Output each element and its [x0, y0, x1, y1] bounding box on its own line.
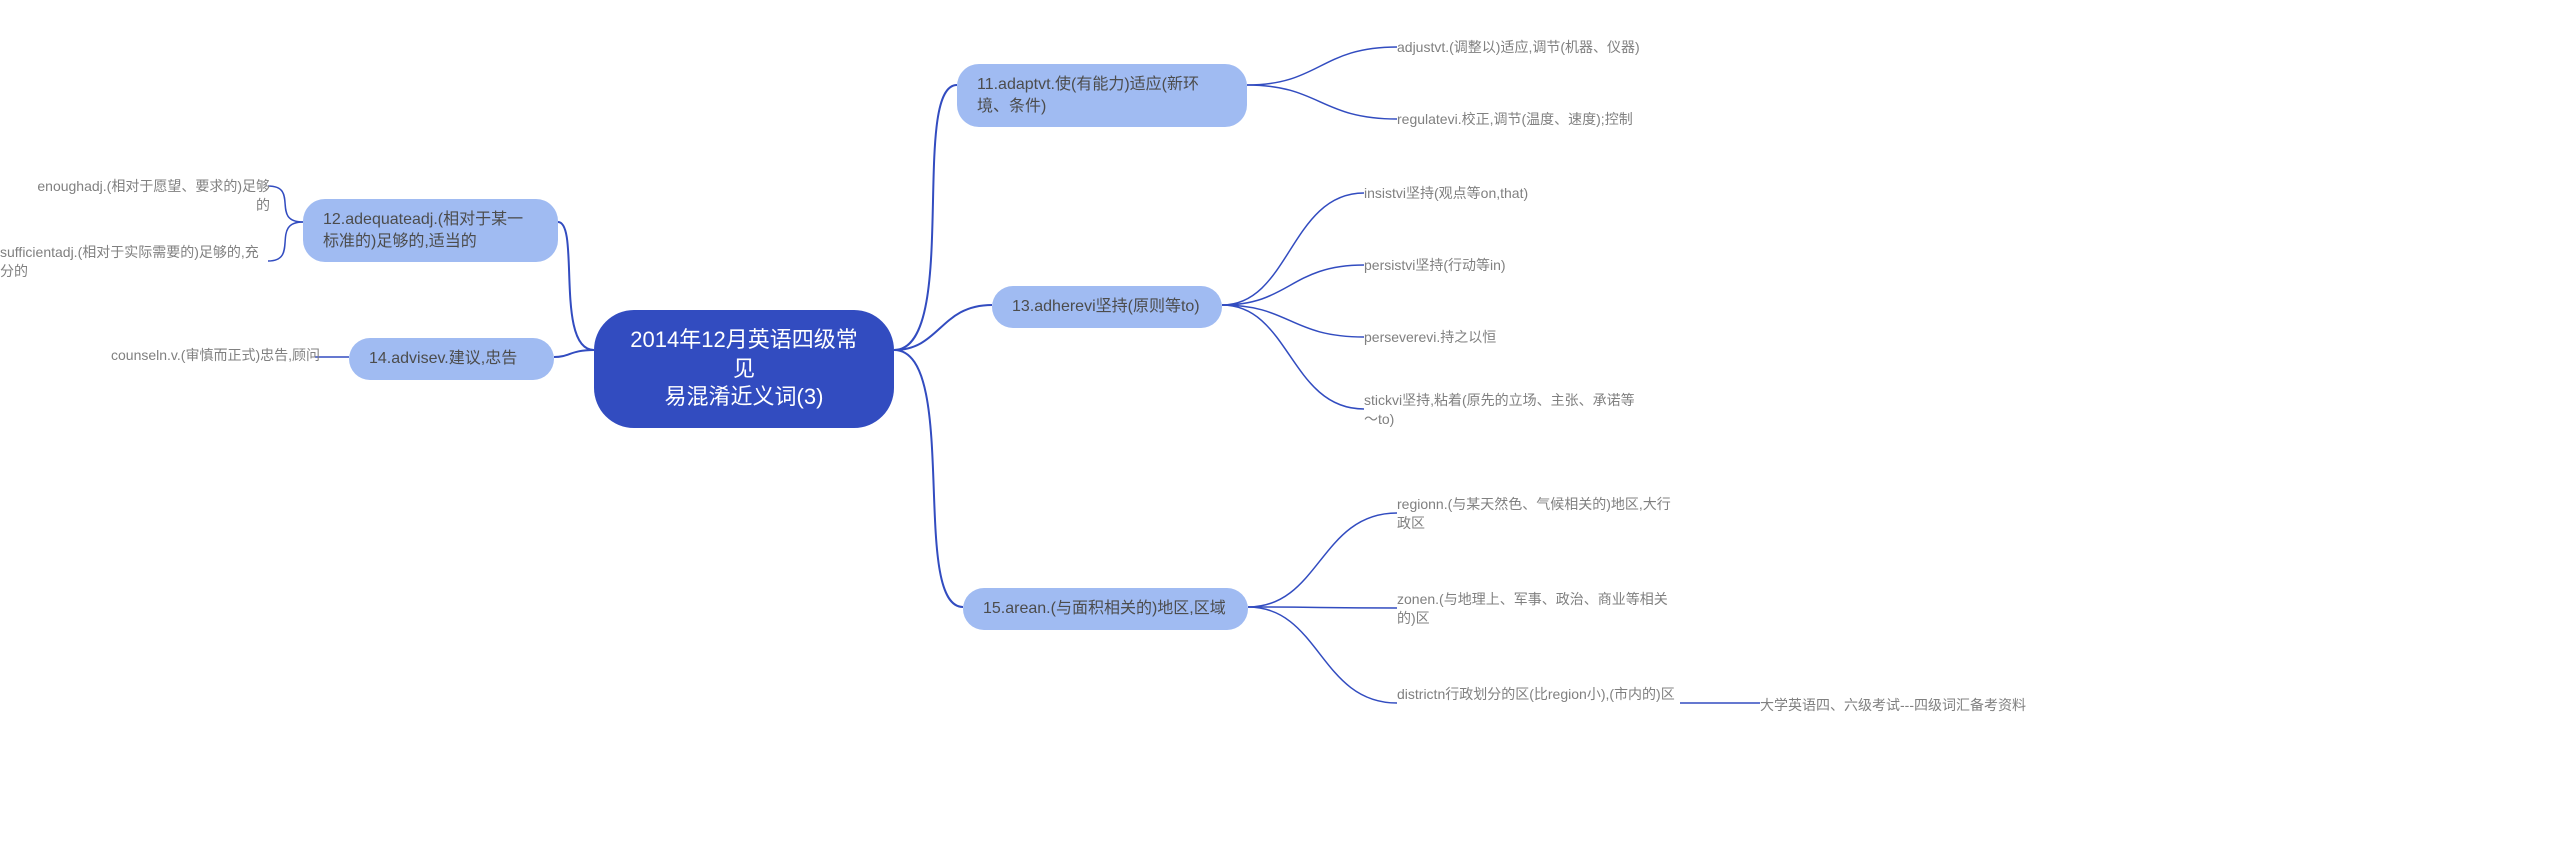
branch-11-adapt[interactable]: 11.adaptvt.使(有能力)适应(新环境、条件)	[957, 64, 1247, 127]
root-node[interactable]: 2014年12月英语四级常见 易混淆近义词(3)	[594, 310, 894, 428]
branch-label: 13.adherevi坚持(原则等to)	[1012, 298, 1200, 315]
branch-14-advise[interactable]: 14.advisev.建议,忠告	[349, 338, 554, 380]
leaf-text: adjustvt.(调整以)适应,调节(机器、仪器)	[1397, 39, 1640, 55]
leaf-text: regulatevi.校正,调节(温度、速度);控制	[1397, 111, 1633, 127]
leaf-adjust[interactable]: adjustvt.(调整以)适应,调节(机器、仪器)	[1397, 38, 1657, 57]
leaf-text: zonen.(与地理上、军事、政治、商业等相关的)区	[1397, 591, 1668, 626]
connector-layer	[0, 0, 2560, 857]
leaf-text: districtn行政划分的区(比region小),(市内的)区	[1397, 686, 1675, 702]
leaf-cet-material[interactable]: 大学英语四、六级考试---四级词汇备考资料	[1760, 696, 2060, 715]
root-title-line2: 易混淆近义词(3)	[665, 384, 824, 409]
leaf-text: 大学英语四、六级考试---四级词汇备考资料	[1760, 697, 2026, 713]
leaf-persevere[interactable]: perseverevi.持之以恒	[1364, 328, 1624, 347]
branch-12-adequate[interactable]: 12.adequateadj.(相对于某一标准的)足够的,适当的	[303, 199, 558, 262]
leaf-stick[interactable]: stickvi坚持,粘着(原先的立场、主张、承诺等～to)	[1364, 391, 1644, 429]
leaf-persist[interactable]: persistvi坚持(行动等in)	[1364, 256, 1624, 275]
leaf-text: perseverevi.持之以恒	[1364, 329, 1496, 345]
leaf-text: persistvi坚持(行动等in)	[1364, 257, 1506, 273]
branch-13-adhere[interactable]: 13.adherevi坚持(原则等to)	[992, 286, 1222, 328]
leaf-text: regionn.(与某天然色、气候相关的)地区,大行政区	[1397, 496, 1671, 531]
branch-label: 12.adequateadj.(相对于某一标准的)足够的,适当的	[323, 211, 523, 250]
branch-label: 15.arean.(与面积相关的)地区,区域	[983, 600, 1226, 617]
leaf-district[interactable]: districtn行政划分的区(比region小),(市内的)区	[1397, 685, 1677, 704]
branch-label: 11.adaptvt.使(有能力)适应(新环境、条件)	[977, 76, 1199, 115]
leaf-text: sufficientadj.(相对于实际需要的)足够的,充分的	[0, 244, 259, 279]
leaf-text: stickvi坚持,粘着(原先的立场、主张、承诺等～to)	[1364, 392, 1635, 427]
leaf-enough[interactable]: enoughadj.(相对于愿望、要求的)足够的	[25, 177, 270, 215]
leaf-regulate[interactable]: regulatevi.校正,调节(温度、速度);控制	[1397, 110, 1657, 129]
leaf-insist[interactable]: insistvi坚持(观点等on,that)	[1364, 184, 1624, 203]
leaf-text: insistvi坚持(观点等on,that)	[1364, 185, 1528, 201]
leaf-text: counseln.v.(审慎而正式)忠告,顾问	[111, 347, 320, 363]
leaf-sufficient[interactable]: sufficientadj.(相对于实际需要的)足够的,充分的	[0, 243, 270, 281]
branch-15-area[interactable]: 15.arean.(与面积相关的)地区,区域	[963, 588, 1248, 630]
branch-label: 14.advisev.建议,忠告	[369, 350, 517, 367]
leaf-zone[interactable]: zonen.(与地理上、军事、政治、商业等相关的)区	[1397, 590, 1677, 628]
leaf-counsel[interactable]: counseln.v.(审慎而正式)忠告,顾问	[105, 346, 320, 365]
root-title-line1: 2014年12月英语四级常见	[630, 327, 857, 381]
leaf-text: enoughadj.(相对于愿望、要求的)足够的	[37, 178, 270, 213]
leaf-region[interactable]: regionn.(与某天然色、气候相关的)地区,大行政区	[1397, 495, 1677, 533]
